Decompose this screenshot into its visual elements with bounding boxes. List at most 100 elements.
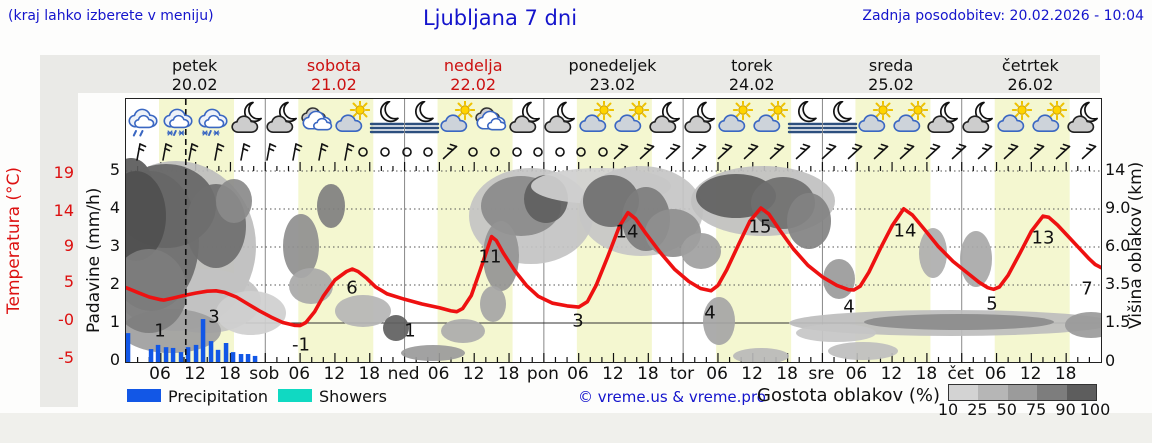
precipitation-bar — [208, 341, 214, 362]
temperature-value-label: 15 — [749, 217, 772, 238]
day-header-strip — [40, 55, 1100, 93]
day-name: sobota — [306, 56, 361, 75]
density-tick-label: 100 — [1079, 400, 1111, 419]
location-menu-hint: (kraj lahko izberete v meniju) — [8, 8, 214, 24]
temperature-value-label: 13 — [1032, 228, 1055, 249]
showers-legend-swatch — [278, 389, 312, 402]
wind-barb-icon — [1081, 143, 1097, 160]
weather-icon-slot — [230, 101, 266, 137]
day-header-sobota: sobota 21.02 — [264, 56, 403, 94]
wind-barb-icon — [136, 143, 147, 161]
day-date: 24.02 — [728, 75, 775, 94]
temp-tick-label: -0 — [58, 310, 74, 329]
sun-cloud-icon — [997, 99, 1033, 132]
cloud-density-blob — [216, 291, 286, 335]
density-tick-label: 75 — [1026, 400, 1047, 419]
wind-barb-icon — [1029, 143, 1045, 160]
wind-barb-icon — [977, 143, 993, 160]
credit-link[interactable]: © vreme.us & vreme.pro — [578, 388, 766, 406]
day-abbrev-label: ned — [387, 364, 420, 384]
sun-cloud-icon — [753, 99, 789, 132]
precip-tick-label: 5 — [109, 160, 120, 179]
temperature-value-label: 3 — [208, 307, 219, 328]
wind-barb-icon — [318, 143, 329, 161]
density-gradient-segment — [1007, 385, 1038, 400]
calm-wind-icon — [598, 147, 608, 157]
weather-icon-slot — [578, 99, 615, 137]
cloud-density-blob — [283, 214, 319, 278]
wind-barb-icon — [769, 143, 785, 160]
cloud-density-blob — [335, 295, 391, 327]
hour-tick-label: 12 — [602, 364, 624, 384]
wind-barb-icon — [717, 143, 733, 160]
precip-tick-label: 3 — [109, 236, 120, 255]
showers-legend-label: Showers — [319, 387, 387, 406]
cloud-height-tick-label: 9.0 — [1105, 198, 1131, 217]
day-date: 26.02 — [1007, 75, 1054, 94]
density-gradient-segment — [978, 385, 1008, 400]
cloud-density-blob — [681, 233, 721, 269]
weather-icon-slot — [717, 99, 754, 137]
fog-moon-icon — [369, 100, 405, 134]
hour-tick-label: 06 — [427, 364, 450, 384]
cloud-density-blob — [401, 345, 465, 361]
calm-wind-icon — [533, 147, 543, 157]
cloud-height-tick-label: 1.5 — [1105, 312, 1131, 331]
cloud-density-blob — [796, 324, 876, 342]
day-abbrev-label: čet — [947, 364, 974, 384]
temperature-value-label: 1 — [404, 321, 415, 342]
calm-wind-icon — [380, 147, 390, 157]
wind-barb-icon — [795, 143, 811, 160]
wind-barb-icon — [214, 143, 225, 161]
precipitation-bar — [148, 349, 154, 362]
temp-tick-label: 19 — [53, 163, 74, 182]
calm-wind-icon — [512, 147, 522, 157]
temp-tick-label: 5 — [63, 272, 74, 291]
day-date: 20.02 — [171, 75, 218, 94]
cloud-density-blob — [733, 348, 789, 362]
weather-icon-slot — [961, 101, 997, 137]
density-gradient-segment — [1066, 385, 1097, 400]
moon-cloud-icon — [544, 101, 576, 133]
density-tick-label: 90 — [1055, 400, 1076, 419]
wind-barb-icon — [639, 143, 655, 160]
cloud-density-gradient-bar — [948, 384, 1097, 401]
day-name: torek — [731, 56, 773, 75]
day-date: 21.02 — [311, 75, 357, 94]
cloud-height-tick-label: 3.5 — [1105, 274, 1131, 293]
day-abbrev-label: sob — [249, 364, 280, 384]
weather-icon-slot — [787, 100, 823, 137]
sun-cloud-icon — [579, 99, 615, 132]
density-tick-label: 25 — [967, 400, 988, 419]
day-name: četrtek — [1001, 56, 1059, 75]
temperature-value-label: 3 — [572, 311, 583, 332]
hour-tick-label: 18 — [497, 364, 520, 384]
hour-tick-label: 18 — [915, 364, 938, 384]
precipitation-axis-label: Padavine (mm/h) — [84, 187, 104, 333]
wind-barb-icon — [1055, 143, 1071, 160]
weather-icon-slot — [926, 101, 962, 137]
density-tick-label: 10 — [937, 400, 959, 419]
sun-cloud-icon — [1032, 99, 1067, 132]
precip-tick-label: 4 — [109, 198, 120, 217]
weather-icon-slot — [752, 99, 789, 137]
wind-barb-icon — [847, 143, 863, 160]
moon-cloud-icon — [649, 101, 680, 133]
day-abbrev-label: tor — [670, 364, 695, 384]
moon-cloud-icon — [231, 101, 262, 133]
precipitation-bar — [170, 347, 176, 362]
weather-icon-slot — [439, 99, 475, 137]
wind-barb-icon — [188, 143, 199, 161]
precipitation-bar — [223, 343, 229, 362]
day-date: 25.02 — [868, 75, 914, 94]
hour-tick-label: 18 — [358, 364, 381, 384]
cloud-density-blob — [441, 319, 485, 343]
wind-barb-icon — [873, 143, 889, 160]
hour-tick-label: 06 — [149, 364, 171, 384]
weather-icon-slot — [160, 101, 196, 137]
cloud-density-blob — [703, 297, 735, 345]
weather-icon-slot — [892, 99, 928, 137]
calm-wind-icon — [576, 147, 586, 157]
wind-barb-icon — [691, 143, 707, 160]
